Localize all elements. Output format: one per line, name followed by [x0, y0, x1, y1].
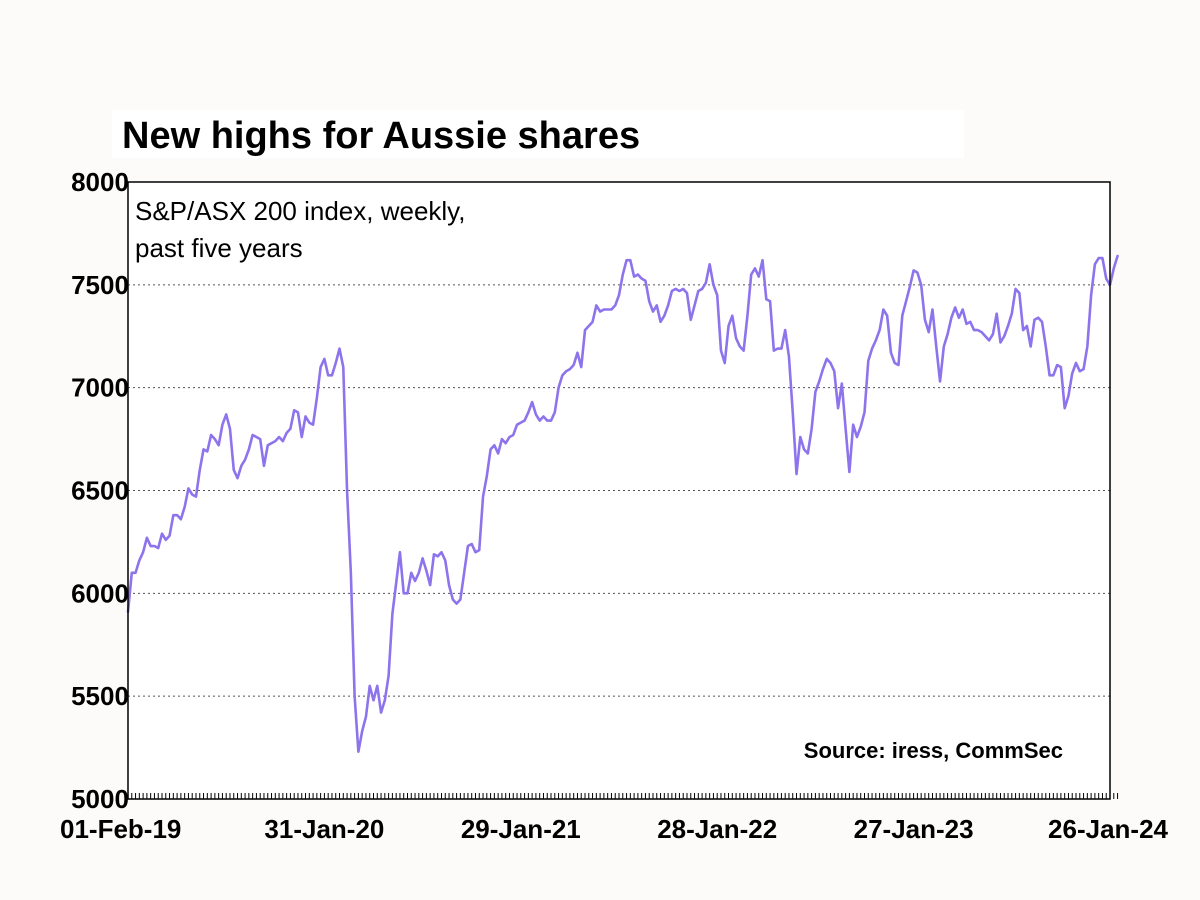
x-minor-ticks — [127, 793, 1119, 799]
x-tick-label: 31-Jan-20 — [264, 814, 384, 844]
y-tick-label: 5000 — [71, 784, 129, 814]
y-tick-label: 7500 — [71, 270, 129, 300]
x-axis-labels: 01-Feb-19 31-Jan-20 29-Jan-21 28-Jan-22 27-J… — [60, 814, 1169, 844]
x-tick-label: 26-Jan-24 — [1048, 814, 1168, 844]
series-line-0 — [126, 254, 1119, 754]
series-layer — [126, 254, 1119, 754]
y-tick-label: 7000 — [71, 373, 129, 403]
chart-annotation-line-1: S&P/ASX 200 index, weekly, — [135, 196, 465, 226]
gridlines — [128, 284, 1110, 697]
y-tick-label: 6500 — [71, 476, 129, 506]
x-tick-label: 29-Jan-21 — [461, 814, 581, 844]
title-background — [112, 110, 964, 158]
chart-annotation-line-2: past five years — [135, 233, 303, 263]
y-tick-label: 8000 — [71, 167, 129, 197]
x-tick-label: 27-Jan-23 — [854, 814, 974, 844]
x-tick-label: 01-Feb-19 — [60, 814, 181, 844]
y-axis-labels: 5000 5500 6000 6500 7000 7500 8000 — [71, 167, 129, 814]
chart-title: New highs for Aussie shares — [122, 115, 640, 157]
y-tick-label: 6000 — [71, 578, 129, 608]
y-tick-label: 5500 — [71, 681, 129, 711]
chart-source: Source: iress, CommSec — [804, 738, 1063, 763]
x-tick-label: 28-Jan-22 — [657, 814, 777, 844]
